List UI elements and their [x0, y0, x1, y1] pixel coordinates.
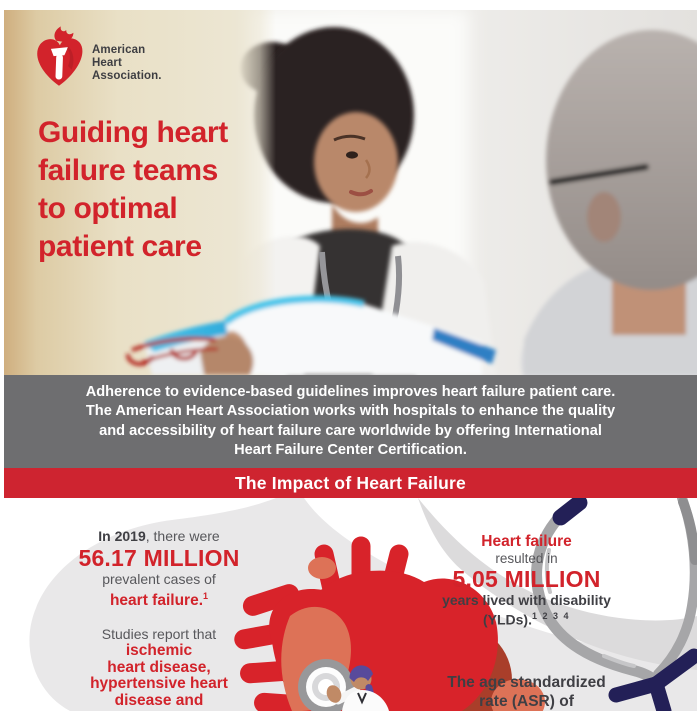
stat-caption: prevalent cases of [102, 571, 216, 587]
stat-highlight: heart failure.1 [44, 588, 274, 610]
stat-highlight: Heart failure [481, 533, 572, 550]
stat-intro-rest: , there were [145, 528, 220, 544]
logo-line: Association. [92, 70, 162, 82]
stat-causes: Studies report that ischemic heart disea… [44, 626, 274, 709]
title-line: patient care [38, 230, 202, 263]
mini-doctor-figure [298, 659, 389, 711]
stat-value: 5.05 MILLION [452, 565, 601, 592]
title-line: failure teams [38, 154, 218, 187]
title-line: Guiding heart [38, 116, 228, 149]
stat-highlight-line: hypertensive heart [90, 675, 228, 692]
stat-intro: Studies report that [101, 626, 217, 642]
stat-value: 56.17 MILLION [78, 545, 240, 571]
stat-prevalence: In 2019, there were 56.17 MILLION preval… [44, 528, 274, 610]
stat-caption2: (YLDs).1 2 3 4 [409, 608, 644, 628]
patient-figure [521, 30, 697, 375]
intro-line: The American Heart Association works wit… [85, 403, 616, 419]
stethoscope-earpiece [552, 498, 588, 526]
stat-intro-bold: In 2019 [98, 528, 146, 544]
section-title: The Impact of Heart Failure [234, 473, 466, 493]
footnote-markers: 1 2 3 4 [531, 611, 571, 621]
stat-intro: In 2019, there were [44, 528, 274, 545]
gray-wave [418, 498, 697, 670]
section-banner: The Impact of Heart Failure [4, 468, 697, 498]
red-eyeglasses [125, 336, 219, 366]
stat-caption2-text: (YLDs). [482, 611, 532, 628]
stat-connector: resulted in [495, 550, 558, 566]
hero-photo-illustration [4, 10, 697, 375]
impact-illustration [29, 498, 697, 711]
documents-and-glasses [125, 295, 496, 375]
intro-line: and accessibility of heart failure care … [99, 422, 602, 439]
stat-ylds: Heart failure resulted in 5.05 MILLION y… [409, 533, 644, 628]
footnote-marker: 1 [203, 591, 209, 601]
title-line: to optimal [38, 192, 178, 225]
aha-logo-text: American Heart Association. [92, 44, 162, 83]
hero-section: American Heart Association. Guiding hear… [4, 10, 697, 375]
stat-highlight-line: disease and [114, 691, 204, 709]
intro-line: Adherence to evidence-based guidelines i… [85, 383, 616, 400]
stat-highlight-text: heart failure. [109, 592, 203, 610]
stethoscope-illustration [531, 498, 697, 711]
stat-highlight-line: heart disease, [107, 658, 211, 676]
stat-caption: years lived with disability [442, 591, 611, 608]
aha-logo: American Heart Association. [32, 26, 252, 106]
logo-line: Heart [92, 57, 122, 69]
intro-band: Adherence to evidence-based guidelines i… [4, 375, 697, 468]
stat-line: rate (ASR) of [479, 692, 574, 710]
glasses-temple [549, 164, 649, 185]
page-title: Guiding heart failure teams to optimal p… [38, 114, 278, 266]
stat-highlight-line: ischemic [125, 642, 193, 659]
intro-line: Heart Failure Center Certification. [234, 442, 467, 458]
stethoscope-y-junction [608, 648, 697, 711]
stat-asr: The age standardized rate (ASR) of [409, 674, 644, 711]
logo-line: American [92, 44, 146, 56]
aha-torch-heart-icon [37, 26, 83, 86]
stat-line: The age standardized [447, 674, 606, 691]
impact-section: In 2019, there were 56.17 MILLION preval… [4, 498, 697, 711]
